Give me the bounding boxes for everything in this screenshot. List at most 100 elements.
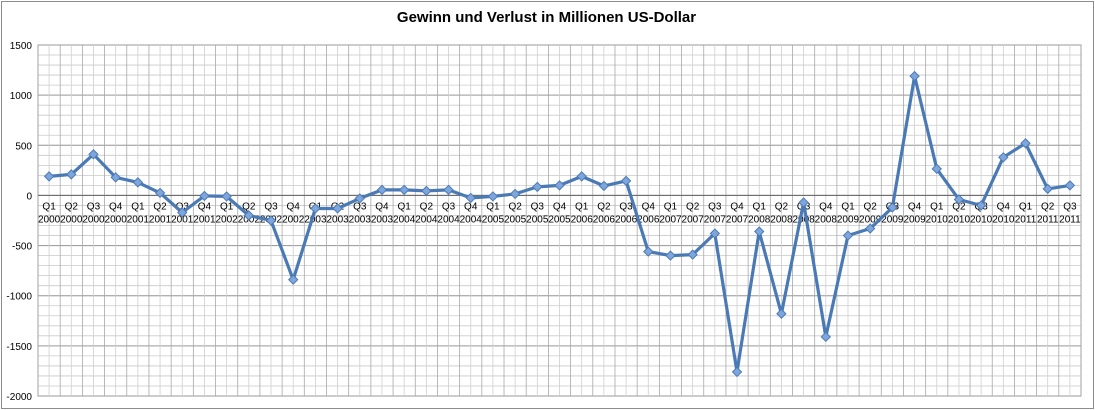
data-point [1064,180,1076,191]
x-tick-label-quarter: Q1 [575,201,589,212]
x-tick-label-year: 2006 [615,214,638,225]
x-tick-label-quarter: Q3 [619,201,633,212]
x-tick-label-quarter: Q2 [864,201,878,212]
x-tick-label-quarter: Q2 [242,201,256,212]
x-tick-label-year: 2000 [60,214,83,225]
x-tick-label-year: 2001 [127,214,150,225]
x-tick-label-quarter: Q1 [397,201,411,212]
data-point [643,246,654,257]
x-tick-label-year: 2007 [659,214,682,225]
x-tick-label-quarter: Q1 [753,201,767,212]
data-point [576,171,587,182]
data-point [687,249,698,260]
x-tick-label-quarter: Q4 [198,201,212,212]
y-tick-label: -1500 [6,342,32,353]
data-point [1042,183,1053,195]
data-point [665,250,676,261]
data-point [754,226,765,237]
data-point [998,152,1009,163]
x-tick-label-year: 2005 [482,214,505,225]
data-point [376,184,388,196]
x-axis: Q12000Q22000Q32000Q42000Q12001Q22001Q320… [38,201,1081,225]
x-tick-label-quarter: Q3 [264,201,278,212]
x-tick-label-quarter: Q1 [486,201,500,212]
y-tick-label: 500 [15,141,32,152]
x-tick-label-year: 2009 [837,214,860,225]
x-tick-label-quarter: Q2 [420,201,434,212]
x-tick-label-year: 2003 [304,214,327,225]
x-tick-label-quarter: Q4 [642,201,656,212]
x-tick-label-year: 2011 [1059,214,1081,225]
data-point [709,228,721,239]
x-tick-label-year: 2008 [792,214,815,225]
x-tick-label-quarter: Q1 [1019,201,1033,212]
x-tick-label-quarter: Q3 [1063,201,1077,212]
data-point [909,70,920,82]
x-tick-label-year: 2005 [548,214,571,225]
x-tick-label-year: 2007 [704,214,727,225]
y-tick-label: -2000 [6,392,32,403]
data-point [598,180,610,192]
x-tick-label-year: 2005 [526,214,549,225]
x-tick-label-year: 2008 [748,214,771,225]
data-point [887,202,898,213]
x-tick-label-quarter: Q3 [708,201,722,212]
x-tick-label-year: 2001 [149,214,172,225]
x-tick-label-quarter: Q4 [464,201,478,212]
x-tick-label-year: 2009 [859,214,882,225]
x-tick-label-quarter: Q3 [442,201,456,212]
x-tick-label-quarter: Q4 [908,201,922,212]
data-point [243,210,255,221]
data-point [465,192,476,204]
data-point [332,203,343,214]
data-point [953,194,965,205]
x-tick-label-year: 2004 [393,214,416,225]
x-tick-label-quarter: Q2 [65,201,79,212]
x-tick-label-year: 2010 [970,214,993,225]
x-tick-label-year: 2009 [903,214,926,225]
data-point [1020,138,1031,149]
x-tick-label-quarter: Q1 [131,201,145,212]
data-point [842,230,854,241]
y-tick-label: 0 [26,191,32,202]
data-point [421,185,432,197]
data-point [620,175,632,187]
y-tick-label: 1000 [10,91,33,102]
x-tick-label-year: 2004 [437,214,460,225]
data-point [820,331,832,343]
data-point [532,181,543,193]
x-tick-label-year: 2002 [282,214,305,225]
data-point [554,180,565,191]
x-tick-label-year: 2010 [948,214,971,225]
data-point [177,207,188,218]
data-point [354,193,365,204]
x-tick-label-quarter: Q3 [87,201,101,212]
x-tick-label-quarter: Q4 [819,201,833,212]
y-tick-label: -1000 [6,292,32,303]
data-point [310,203,321,214]
x-tick-label-quarter: Q1 [220,201,234,212]
x-tick-label-quarter: Q2 [153,201,167,212]
x-tick-label-quarter: Q4 [997,201,1011,212]
x-tick-label-year: 2007 [726,214,749,225]
series [43,70,1076,378]
x-tick-label-year: 2008 [770,214,793,225]
x-tick-label-year: 2003 [326,214,349,225]
data-point [776,308,787,319]
x-tick-label-quarter: Q1 [664,201,678,212]
x-tick-label-quarter: Q2 [952,201,966,212]
data-point [132,177,144,188]
x-tick-label-quarter: Q2 [508,201,522,212]
data-point [487,191,499,202]
x-tick-label-year: 2010 [926,214,949,225]
data-point [287,274,299,285]
x-tick-label-year: 2011 [1015,214,1037,225]
data-point [199,190,210,202]
x-tick-label-quarter: Q4 [375,201,389,212]
x-tick-label-year: 2003 [371,214,394,225]
data-point [43,171,55,182]
x-tick-label-quarter: Q2 [775,201,789,212]
data-point [88,149,99,160]
x-tick-label-year: 2001 [193,214,216,225]
x-tick-label-year: 2006 [637,214,660,225]
